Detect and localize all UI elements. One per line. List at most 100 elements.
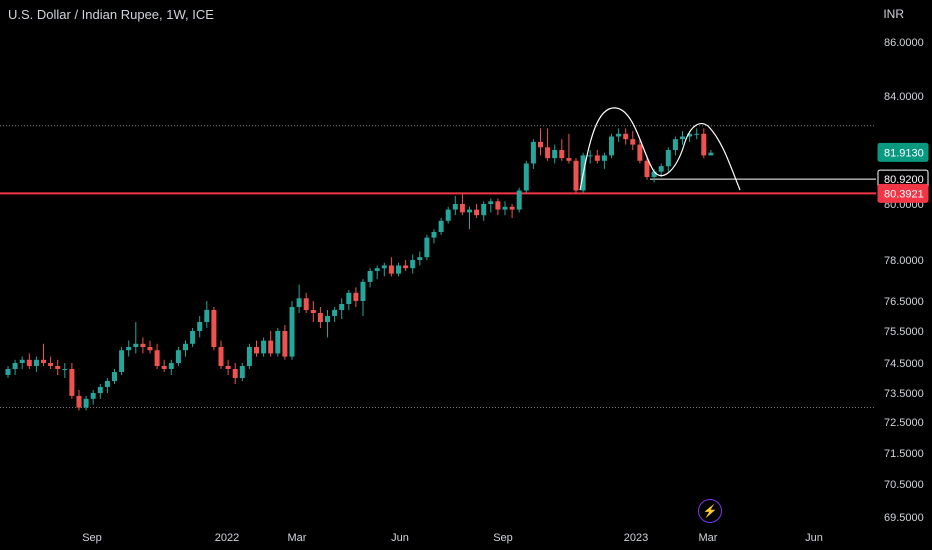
candle xyxy=(296,284,302,313)
candle-body xyxy=(694,133,700,135)
candle xyxy=(268,331,274,357)
candle-body xyxy=(175,350,181,363)
candle xyxy=(168,359,174,375)
candle-body xyxy=(339,304,345,310)
x-tick-label: Sep xyxy=(493,532,513,544)
y-tick-label: 74.5000 xyxy=(884,358,924,370)
currency-unit: INR xyxy=(883,7,904,21)
candle xyxy=(275,328,281,357)
candle xyxy=(445,206,451,224)
candle-body xyxy=(289,307,295,357)
candle-body xyxy=(197,322,203,331)
candle-body xyxy=(76,395,82,408)
candle xyxy=(388,257,394,277)
candle-body xyxy=(623,133,629,140)
candle xyxy=(459,193,465,216)
candle xyxy=(190,328,196,347)
red-level-badge: 80.3921 xyxy=(877,183,929,203)
candle-body xyxy=(282,331,288,357)
candle xyxy=(261,337,267,357)
candle-body xyxy=(665,150,671,167)
candle-body xyxy=(232,369,238,378)
candle-body xyxy=(616,133,622,137)
candle xyxy=(566,133,572,164)
candle-body xyxy=(83,398,89,408)
y-tick-label: 72.5000 xyxy=(884,417,924,429)
candle-body xyxy=(708,152,714,156)
candle-body xyxy=(481,204,487,216)
candle xyxy=(538,128,543,156)
candle xyxy=(665,147,671,172)
candle-body xyxy=(325,316,330,322)
candle-body xyxy=(119,350,125,372)
candle-body xyxy=(97,387,103,393)
candle-body xyxy=(445,209,451,221)
candle-body xyxy=(41,359,46,363)
candle xyxy=(467,206,472,230)
candle-body xyxy=(545,147,551,159)
candle-body xyxy=(530,141,536,164)
candle xyxy=(254,340,259,357)
candle xyxy=(474,204,480,218)
candle xyxy=(367,268,373,288)
candle xyxy=(694,128,700,140)
candle xyxy=(183,340,188,357)
candle xyxy=(97,384,103,399)
candle-body xyxy=(104,381,110,387)
candle-body xyxy=(48,363,54,366)
candle-body xyxy=(183,343,188,351)
candle-body xyxy=(609,136,614,156)
candle xyxy=(119,347,125,375)
x-tick-label: Sep xyxy=(82,532,102,544)
candle xyxy=(332,307,338,322)
candle xyxy=(282,325,288,360)
candle-body xyxy=(317,313,323,322)
candle xyxy=(637,139,643,164)
candle xyxy=(680,131,685,145)
candle xyxy=(161,359,167,372)
candle xyxy=(126,340,132,357)
candle xyxy=(424,234,430,260)
candle xyxy=(623,128,629,145)
candle-body xyxy=(573,160,579,191)
candle-body xyxy=(303,298,309,310)
x-tick-label: 2022 xyxy=(215,532,239,544)
candle-body xyxy=(147,347,153,351)
candle xyxy=(154,343,160,369)
candle-body xyxy=(566,158,572,161)
candle xyxy=(396,262,401,277)
candle-body xyxy=(246,347,252,366)
candle-body xyxy=(154,350,160,366)
candle xyxy=(552,144,558,164)
candle-body xyxy=(587,155,593,157)
candle xyxy=(410,254,416,274)
candle-body xyxy=(168,363,174,369)
candle xyxy=(545,128,551,161)
candle-body xyxy=(55,366,61,369)
candle xyxy=(232,363,238,384)
candle-body xyxy=(112,372,117,381)
candle-body xyxy=(559,150,565,159)
x-tick-label: Jun xyxy=(391,532,409,544)
candle xyxy=(573,158,579,194)
candle xyxy=(488,198,494,213)
candle xyxy=(495,198,501,216)
lightning-icon[interactable]: ⚡ xyxy=(698,499,722,523)
candle xyxy=(175,347,181,366)
last-price-badge: 81.9130 xyxy=(877,142,929,162)
candle xyxy=(481,201,487,221)
candle xyxy=(417,251,423,266)
candle xyxy=(587,150,593,164)
candle-body xyxy=(126,347,132,351)
candle xyxy=(211,307,217,351)
candle xyxy=(346,290,352,310)
candle xyxy=(140,337,146,354)
candle-body xyxy=(431,232,437,238)
candle xyxy=(62,363,68,378)
candle-body xyxy=(658,166,664,172)
candle xyxy=(339,298,345,319)
candle xyxy=(90,390,96,405)
candle-body xyxy=(687,133,693,137)
candle xyxy=(325,310,330,338)
